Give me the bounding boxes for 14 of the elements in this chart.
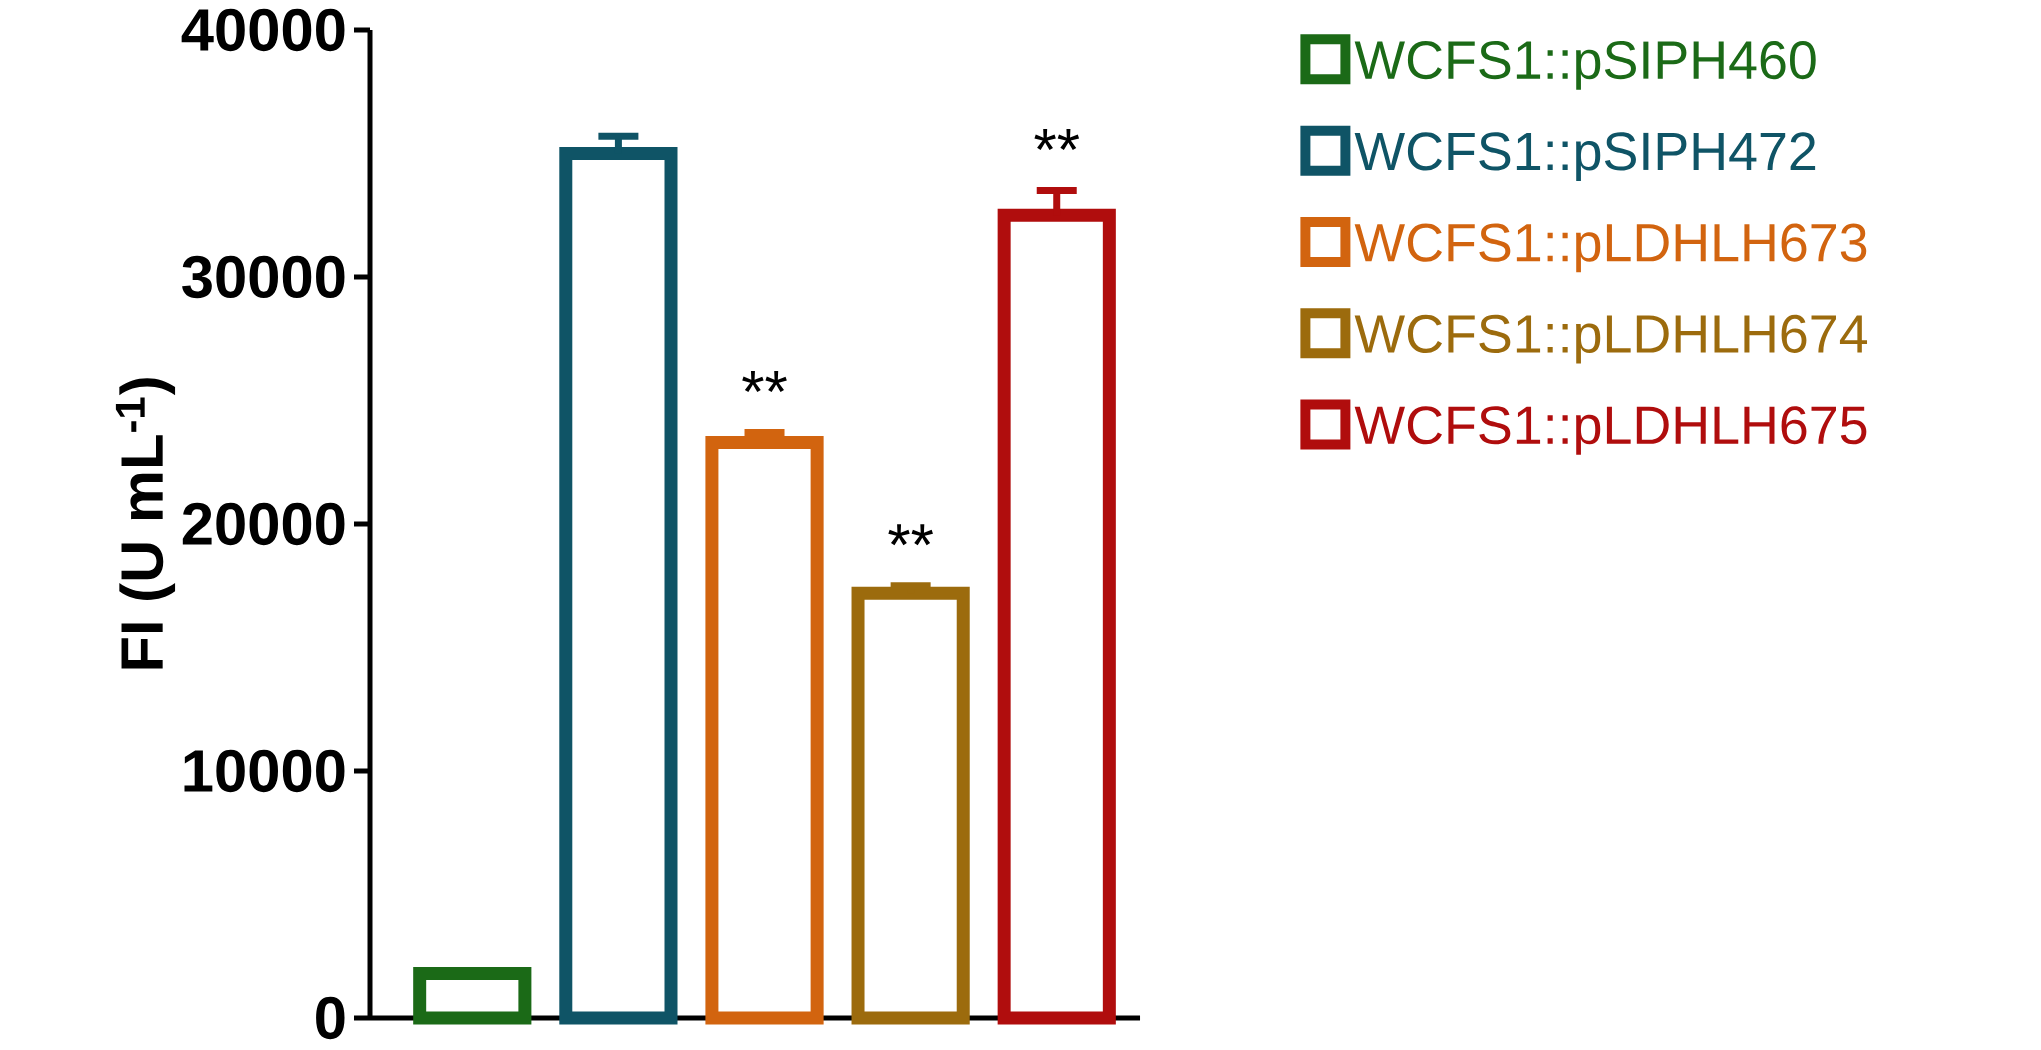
y-tick-label: 10000 [184, 749, 345, 793]
annotation: ** [888, 524, 933, 546]
y-tick-label: 20000 [182, 502, 345, 546]
legend-label: WCFS1::pLDHLH675 [1354, 406, 1867, 455]
legend-label: WCFS1::pSIPH460 [1354, 41, 1816, 90]
legend-label: WCFS1::pSIPH472 [1354, 132, 1816, 182]
legend-label: WCFS1::pLDHLH673 [1354, 223, 1867, 273]
y-tick-label: 40000 [181, 8, 345, 52]
annotation: ** [742, 371, 787, 393]
y-tick-label: 30000 [182, 255, 345, 299]
legend-label: WCFS1::pLDHLH674 [1354, 314, 1868, 364]
annotation: ** [1034, 129, 1080, 150]
y-tick-label: 0 [316, 996, 345, 1040]
y-axis-title: FI (U mL$^{-1}$) [115, 378, 176, 669]
